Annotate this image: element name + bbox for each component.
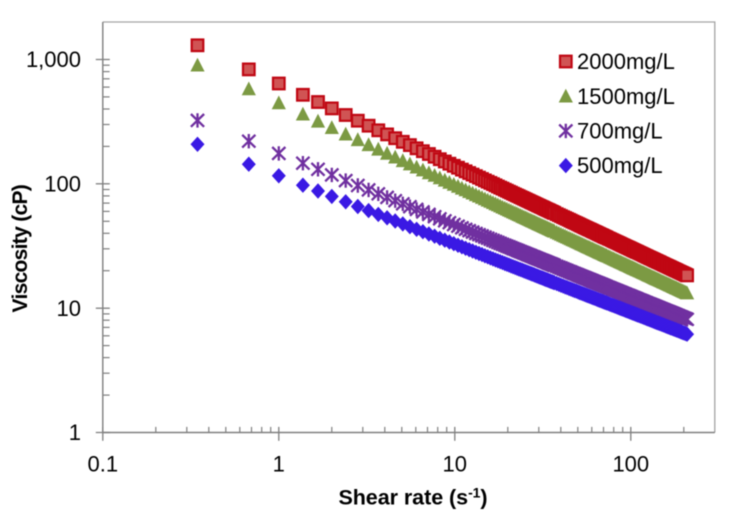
svg-text:0.1: 0.1 bbox=[88, 452, 119, 477]
svg-text:700mg/L: 700mg/L bbox=[577, 119, 663, 144]
svg-text:1,000: 1,000 bbox=[26, 47, 81, 72]
svg-text:2000mg/L: 2000mg/L bbox=[577, 49, 675, 74]
svg-text:1: 1 bbox=[273, 452, 285, 477]
svg-text:500mg/L: 500mg/L bbox=[577, 153, 663, 178]
svg-text:Viscosity (cP): Viscosity (cP) bbox=[9, 185, 32, 313]
svg-text:10: 10 bbox=[57, 296, 81, 321]
svg-text:100: 100 bbox=[612, 452, 649, 477]
svg-text:1: 1 bbox=[69, 420, 81, 445]
svg-text:Shear rate (s-1): Shear rate (s-1) bbox=[338, 485, 487, 510]
svg-text:1500mg/L: 1500mg/L bbox=[577, 84, 675, 109]
svg-text:10: 10 bbox=[443, 452, 467, 477]
svg-text:100: 100 bbox=[44, 171, 81, 196]
